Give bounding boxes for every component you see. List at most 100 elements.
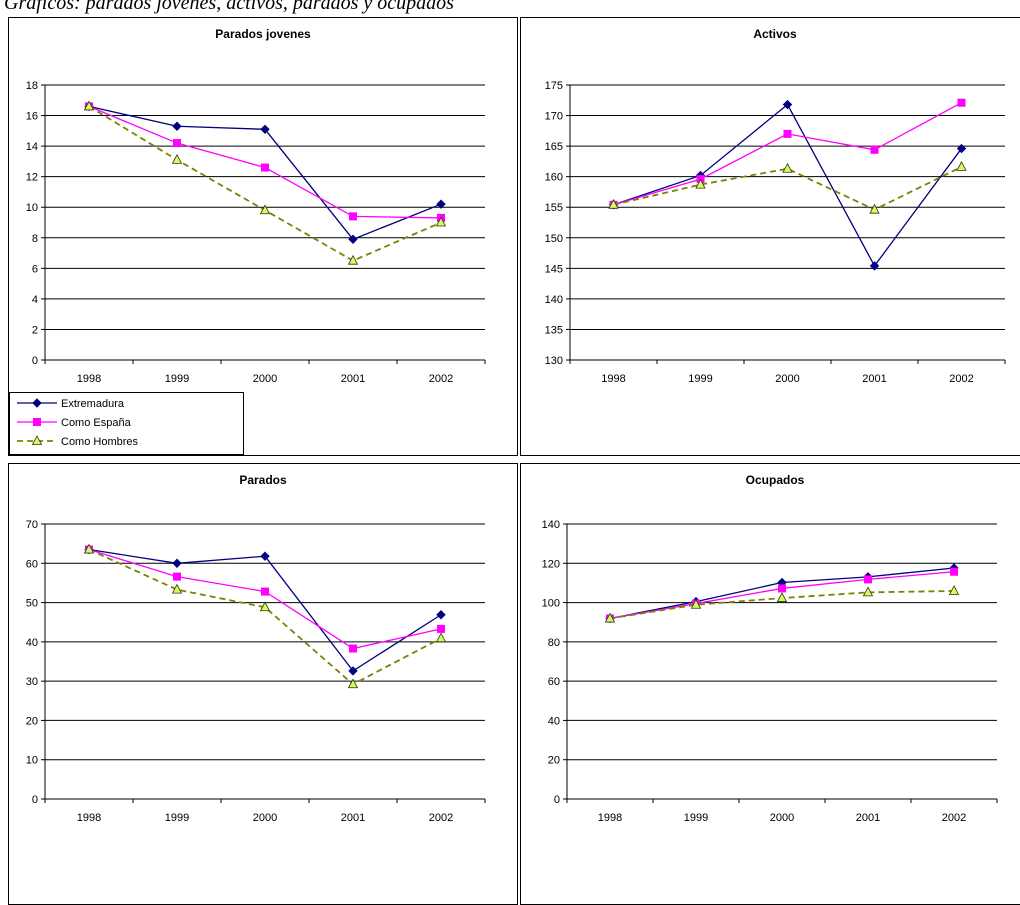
data-point (783, 129, 792, 138)
x-tick-label: 1999 (688, 373, 712, 385)
y-tick-label: 14 (26, 141, 38, 153)
y-tick-label: 155 (545, 202, 563, 214)
data-point (869, 261, 880, 271)
y-tick-label: 40 (26, 637, 38, 649)
data-point (348, 234, 358, 245)
data-point (260, 551, 270, 561)
legend-marker (33, 418, 41, 426)
y-tick-label: 0 (554, 794, 560, 806)
data-point (608, 198, 619, 209)
chart-svg: Ocupados 0 20 40 60 80 100 120 140 1998 1999 2000 20… (520, 463, 1020, 905)
x-tick-label: 1998 (77, 373, 101, 385)
chart-parados-jovenes: Parados jovenes 0 2 4 6 8 10 12 14 16 18 1998 1999 20… (8, 17, 518, 456)
data-point (695, 178, 706, 189)
y-tick-label: 6 (32, 263, 38, 275)
y-tick-label: 140 (542, 519, 560, 531)
data-point (436, 199, 446, 209)
data-point (259, 601, 271, 612)
y-tick-label: 50 (26, 598, 38, 610)
page-caption: Gráficos: parados jovenes, activos, para… (4, 0, 454, 14)
y-tick-label: 145 (545, 263, 563, 275)
x-tick-label: 2001 (856, 812, 880, 824)
y-tick-label: 170 (545, 111, 563, 123)
x-tick-label: 2000 (775, 373, 799, 385)
data-point (436, 610, 446, 620)
data-point (347, 678, 359, 689)
chart-title: Parados (239, 473, 287, 487)
data-point (349, 644, 357, 653)
data-point (778, 584, 786, 593)
x-tick-label: 2002 (429, 373, 453, 385)
data-point (435, 632, 447, 643)
data-point (171, 583, 183, 594)
data-point (348, 666, 358, 676)
x-tick-label: 2002 (429, 812, 453, 824)
data-point (172, 558, 182, 568)
x-tick-label: 2002 (942, 812, 966, 824)
data-point (604, 612, 616, 623)
y-tick-label: 70 (26, 519, 38, 531)
series-como-hombres (83, 543, 447, 689)
y-tick-label: 60 (548, 676, 560, 688)
y-tick-label: 8 (32, 233, 38, 245)
series-como-espana (85, 545, 445, 653)
data-point (782, 162, 793, 173)
x-tick-label: 2002 (949, 373, 973, 385)
series-como-hombres (604, 585, 960, 623)
y-tick-label: 20 (548, 755, 560, 767)
data-point (690, 598, 702, 609)
chart-activos: Activos 130 135 140 145 150 155 160 165 170 175 199… (520, 17, 1020, 456)
y-tick-label: 175 (545, 80, 563, 92)
data-point (349, 212, 357, 221)
y-tick-label: 40 (548, 715, 560, 727)
data-point (261, 163, 269, 172)
y-tick-label: 30 (26, 676, 38, 688)
y-tick-label: 60 (26, 558, 38, 570)
data-point (83, 543, 95, 554)
y-tick-label: 140 (545, 294, 563, 306)
data-point (260, 124, 270, 135)
y-tick-label: 0 (32, 794, 38, 806)
legend-label: Extremadura (61, 398, 125, 410)
x-tick-label: 2000 (770, 812, 794, 824)
data-point (172, 121, 182, 131)
legend-label: Como España (61, 417, 132, 429)
data-point (435, 216, 447, 227)
y-tick-label: 16 (26, 111, 38, 123)
data-point (776, 592, 788, 602)
x-tick-label: 1999 (165, 812, 189, 824)
y-tick-label: 12 (26, 172, 38, 184)
y-tick-label: 4 (32, 294, 38, 306)
series-como-hombres (83, 100, 447, 265)
y-tick-label: 20 (26, 715, 38, 727)
data-point (957, 98, 966, 107)
chart-svg: Activos 130 135 140 145 150 155 160 165 170 175 199… (520, 17, 1020, 456)
chart-frame (8, 463, 518, 905)
y-tick-label: 80 (548, 637, 560, 649)
x-tick-label: 1998 (601, 373, 625, 385)
data-point (950, 567, 958, 576)
chart-parados: Parados 0 10 20 30 40 50 60 70 1998 1999 2000 2001 20… (8, 463, 518, 905)
data-point (173, 572, 181, 581)
x-tick-label: 1999 (684, 812, 708, 824)
chart-frame (8, 17, 518, 456)
y-tick-label: 120 (542, 558, 560, 570)
series-como-hombres (608, 161, 967, 214)
legend-item: Como España (17, 417, 132, 429)
chart-title: Parados jovenes (215, 27, 311, 41)
x-tick-label: 1998 (77, 812, 101, 824)
y-tick-label: 150 (545, 233, 563, 245)
x-tick-label: 2001 (862, 373, 886, 385)
x-tick-label: 2001 (341, 373, 365, 385)
data-point (956, 143, 967, 154)
x-tick-label: 1999 (165, 373, 189, 385)
y-tick-label: 165 (545, 141, 563, 153)
chart-svg: Parados 0 10 20 30 40 50 60 70 1998 1999 2000 2001 20… (8, 463, 518, 905)
data-point (862, 586, 874, 597)
y-tick-label: 100 (542, 598, 560, 610)
x-tick-label: 2001 (341, 812, 365, 824)
data-point (83, 100, 95, 111)
legend-item: Como Hombres (17, 435, 139, 448)
chart-legend: Extremadura Como España Como Hombres (9, 392, 244, 455)
y-tick-label: 10 (26, 202, 38, 214)
